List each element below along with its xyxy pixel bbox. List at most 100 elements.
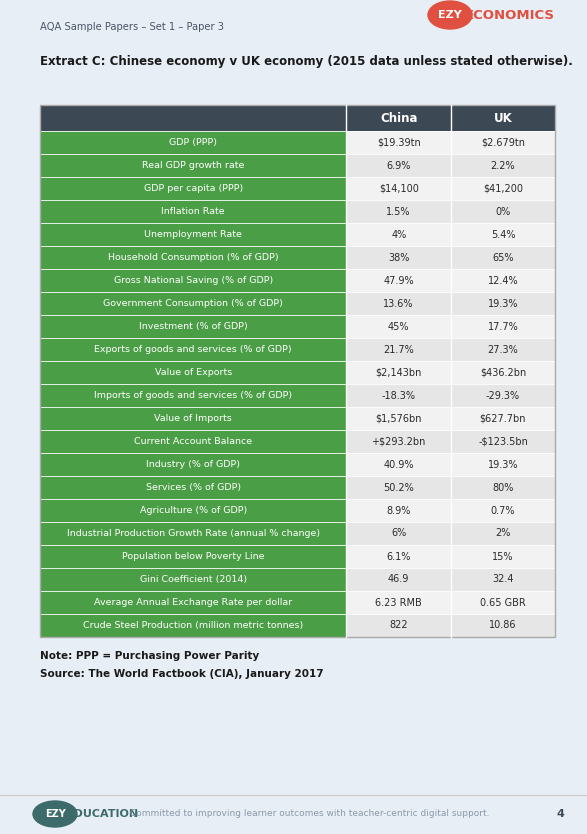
Text: 2.2%: 2.2%	[491, 160, 515, 170]
Text: 6%: 6%	[391, 529, 406, 539]
Bar	[451, 246, 555, 269]
Text: GDP per capita (PPP): GDP per capita (PPP)	[144, 184, 243, 193]
Text: 32.4: 32.4	[492, 575, 514, 585]
Bar	[40, 105, 555, 637]
Text: Imports of goods and services (% of GDP): Imports of goods and services (% of GDP)	[94, 391, 292, 400]
Bar	[40, 522, 346, 545]
Text: Crude Steel Production (million metric tonnes): Crude Steel Production (million metric t…	[83, 621, 303, 630]
Text: 15%: 15%	[492, 551, 514, 561]
Bar	[40, 568, 346, 591]
Text: $2.679tn: $2.679tn	[481, 138, 525, 148]
Ellipse shape	[428, 1, 472, 29]
Bar	[346, 568, 451, 591]
Text: EZY: EZY	[438, 10, 462, 20]
Text: 1.5%: 1.5%	[386, 207, 411, 217]
Text: 21.7%: 21.7%	[383, 344, 414, 354]
Bar	[451, 177, 555, 200]
Bar	[451, 614, 555, 637]
Bar	[451, 200, 555, 223]
Bar	[40, 545, 346, 568]
Bar	[40, 246, 346, 269]
Text: 80%: 80%	[492, 483, 514, 493]
Text: 4: 4	[556, 809, 564, 819]
Bar	[40, 591, 346, 614]
Text: 6.23 RMB: 6.23 RMB	[375, 597, 422, 607]
Text: EZY: EZY	[45, 809, 65, 819]
Bar	[346, 200, 451, 223]
Bar	[451, 338, 555, 361]
Bar	[346, 223, 451, 246]
Bar	[451, 476, 555, 499]
Bar	[346, 361, 451, 384]
Bar	[451, 499, 555, 522]
Text: 19.3%: 19.3%	[488, 299, 518, 309]
Bar	[40, 499, 346, 522]
Bar	[40, 223, 346, 246]
Bar	[40, 269, 346, 292]
Bar	[40, 407, 346, 430]
Text: 2%: 2%	[495, 529, 511, 539]
Text: -$123.5bn: -$123.5bn	[478, 436, 528, 446]
Text: Investment (% of GDP): Investment (% of GDP)	[139, 322, 248, 331]
Bar	[40, 453, 346, 476]
Bar	[346, 545, 451, 568]
Bar	[40, 361, 346, 384]
Text: 19.3%: 19.3%	[488, 460, 518, 470]
Text: Gross National Saving (% of GDP): Gross National Saving (% of GDP)	[114, 276, 273, 285]
Text: Note: PPP = Purchasing Power Parity: Note: PPP = Purchasing Power Parity	[40, 651, 259, 661]
Text: $627.7bn: $627.7bn	[480, 414, 526, 424]
Text: 4%: 4%	[391, 229, 406, 239]
Text: +$293.2bn: +$293.2bn	[372, 436, 426, 446]
Bar	[346, 407, 451, 430]
Bar	[346, 177, 451, 200]
Text: 0.65 GBR: 0.65 GBR	[480, 597, 526, 607]
Text: Extract C: Chinese economy v UK economy (2015 data unless stated otherwise).: Extract C: Chinese economy v UK economy …	[40, 55, 573, 68]
Bar	[451, 361, 555, 384]
Text: $436.2bn: $436.2bn	[480, 368, 526, 378]
Text: -29.3%: -29.3%	[486, 390, 520, 400]
Text: $19.39tn: $19.39tn	[377, 138, 420, 148]
Bar	[346, 384, 451, 407]
Bar	[346, 453, 451, 476]
Bar	[40, 384, 346, 407]
Bar	[451, 545, 555, 568]
Text: 8.9%: 8.9%	[386, 505, 411, 515]
Bar	[346, 499, 451, 522]
Bar	[346, 614, 451, 637]
Text: 6.1%: 6.1%	[386, 551, 411, 561]
Text: 10.86: 10.86	[489, 620, 517, 631]
Bar	[40, 154, 346, 177]
Bar	[346, 315, 451, 338]
Text: UK: UK	[494, 112, 512, 124]
Bar	[346, 338, 451, 361]
Bar	[346, 131, 451, 154]
Bar	[346, 476, 451, 499]
Text: $14,100: $14,100	[379, 183, 419, 193]
Text: Services (% of GDP): Services (% of GDP)	[146, 483, 241, 492]
Text: Current Account Balance: Current Account Balance	[134, 437, 252, 446]
Text: Agriculture (% of GDP): Agriculture (% of GDP)	[140, 506, 247, 515]
Text: ECONOMICS: ECONOMICS	[465, 8, 555, 22]
Text: 38%: 38%	[388, 253, 409, 263]
Text: GDP (PPP): GDP (PPP)	[169, 138, 217, 147]
Bar	[346, 246, 451, 269]
Bar	[40, 200, 346, 223]
Text: Value of Imports: Value of Imports	[154, 414, 232, 423]
Text: Real GDP growth rate: Real GDP growth rate	[142, 161, 244, 170]
Text: China: China	[380, 112, 417, 124]
Bar	[346, 292, 451, 315]
Text: 822: 822	[389, 620, 408, 631]
Text: $2,143bn: $2,143bn	[376, 368, 422, 378]
Text: Population below Poverty Line: Population below Poverty Line	[122, 552, 265, 561]
Text: Gini Coefficient (2014): Gini Coefficient (2014)	[140, 575, 247, 584]
Text: Industrial Production Growth Rate (annual % change): Industrial Production Growth Rate (annua…	[67, 529, 320, 538]
Bar	[346, 430, 451, 453]
Text: 17.7%: 17.7%	[488, 321, 518, 331]
Text: 45%: 45%	[388, 321, 410, 331]
Bar	[451, 131, 555, 154]
Text: Source: The World Factbook (CIA), January 2017: Source: The World Factbook (CIA), Januar…	[40, 669, 323, 679]
Bar	[40, 177, 346, 200]
Text: Average Annual Exchange Rate per dollar: Average Annual Exchange Rate per dollar	[94, 598, 292, 607]
Text: 0%: 0%	[495, 207, 511, 217]
Text: AQA Sample Papers – Set 1 – Paper 3: AQA Sample Papers – Set 1 – Paper 3	[40, 22, 224, 32]
